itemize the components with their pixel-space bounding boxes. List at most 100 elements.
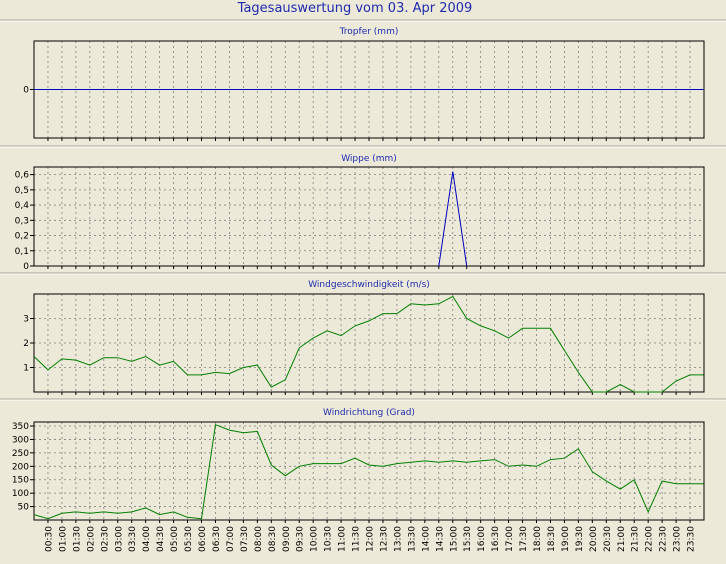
y-tick-label: 0 bbox=[23, 86, 29, 96]
x-tick-label: 10:00 bbox=[310, 526, 320, 552]
data-point bbox=[354, 458, 355, 459]
x-tick-label: 14:00 bbox=[421, 526, 431, 552]
data-point bbox=[47, 518, 48, 519]
x-tick-label: 07:30 bbox=[240, 526, 250, 552]
x-tick-label: 20:00 bbox=[589, 526, 599, 552]
data-point bbox=[522, 328, 523, 329]
data-point bbox=[676, 380, 677, 381]
x-tick-label: 06:00 bbox=[198, 526, 208, 552]
data-point bbox=[368, 320, 369, 321]
data-point bbox=[271, 387, 272, 388]
y-tick-label: 0,6 bbox=[15, 171, 30, 181]
x-tick-label: 02:30 bbox=[100, 526, 110, 552]
data-point bbox=[117, 357, 118, 358]
data-point bbox=[313, 463, 314, 464]
y-tick-label: 0,3 bbox=[15, 216, 29, 226]
x-tick-label: 04:30 bbox=[156, 526, 166, 552]
y-tick-label: 0,1 bbox=[15, 247, 29, 257]
x-tick-label: 03:00 bbox=[114, 526, 124, 552]
x-tick-label: 10:30 bbox=[324, 526, 334, 552]
y-tick-label: 300 bbox=[12, 435, 29, 445]
chart-title: Windrichtung (Grad) bbox=[323, 408, 415, 418]
y-tick-label: 0,5 bbox=[15, 186, 29, 196]
data-point bbox=[327, 463, 328, 464]
x-tick-label: 17:00 bbox=[505, 526, 515, 552]
data-point bbox=[201, 374, 202, 375]
data-point bbox=[299, 347, 300, 348]
x-tick-label: 04:00 bbox=[142, 526, 152, 552]
data-point bbox=[620, 384, 621, 385]
x-tick-label: 01:00 bbox=[58, 526, 68, 552]
x-tick-label: 05:30 bbox=[184, 526, 194, 552]
data-point bbox=[341, 335, 342, 336]
y-tick-label: 3 bbox=[23, 315, 29, 325]
x-tick-label: 00:30 bbox=[45, 526, 55, 552]
data-point bbox=[466, 318, 467, 319]
data-point bbox=[606, 481, 607, 482]
data-point bbox=[187, 517, 188, 518]
y-tick-label: 350 bbox=[12, 422, 29, 432]
x-tick-label: 12:30 bbox=[380, 526, 390, 552]
data-point bbox=[75, 511, 76, 512]
page-title: Tagesauswertung vom 03. Apr 2009 bbox=[237, 1, 473, 16]
data-point bbox=[508, 338, 509, 339]
data-point bbox=[703, 374, 704, 375]
x-tick-label: 20:30 bbox=[603, 526, 613, 552]
data-point bbox=[215, 424, 216, 425]
data-point bbox=[299, 466, 300, 467]
data-point bbox=[187, 374, 188, 375]
x-tick-label: 15:30 bbox=[463, 526, 473, 552]
data-point bbox=[438, 462, 439, 463]
data-point bbox=[564, 350, 565, 351]
data-point bbox=[578, 448, 579, 449]
data-point bbox=[480, 325, 481, 326]
data-point bbox=[703, 89, 704, 90]
data-point bbox=[285, 379, 286, 380]
chart-panel-1: Tropfer (mm) 0 bbox=[0, 19, 726, 141]
data-point bbox=[564, 458, 565, 459]
series-line bbox=[33, 295, 704, 393]
x-tick-label: 07:00 bbox=[226, 526, 236, 552]
y-tick-label: 200 bbox=[12, 462, 29, 472]
data-point bbox=[592, 471, 593, 472]
x-tick-label: 06:30 bbox=[212, 526, 222, 552]
x-tick-label: 16:30 bbox=[491, 526, 501, 552]
data-point bbox=[396, 463, 397, 464]
x-tick-label: 03:30 bbox=[128, 526, 138, 552]
chart-panel-2: Wippe (mm) 0,6 0,5 0,4 0,3 0,2 0,1 0 bbox=[0, 145, 726, 272]
data-point bbox=[536, 328, 537, 329]
data-point bbox=[494, 459, 495, 460]
x-tick-label: 09:30 bbox=[296, 526, 306, 552]
x-tick-label: 15:00 bbox=[449, 526, 459, 552]
x-tick-label: 08:00 bbox=[254, 526, 264, 552]
data-point bbox=[662, 391, 663, 392]
data-point bbox=[173, 511, 174, 512]
x-tick-label: 22:30 bbox=[659, 526, 669, 552]
data-point bbox=[243, 367, 244, 368]
y-tick-label: 100 bbox=[12, 489, 29, 499]
data-point bbox=[131, 361, 132, 362]
data-point bbox=[396, 313, 397, 314]
data-point bbox=[354, 325, 355, 326]
x-tick-label: 08:30 bbox=[268, 526, 278, 552]
x-tick-label: 21:00 bbox=[617, 526, 627, 552]
data-point bbox=[201, 518, 202, 519]
x-tick-label: 21:30 bbox=[631, 526, 641, 552]
chart-panel-3: Windgeschwindigkeit (m/s) 3 2 1 bbox=[0, 272, 726, 395]
data-point bbox=[382, 313, 383, 314]
data-point bbox=[466, 462, 467, 463]
x-tick-label: 02:00 bbox=[86, 526, 96, 552]
data-point bbox=[578, 372, 579, 373]
x-tick-label: 11:30 bbox=[352, 526, 362, 552]
data-point bbox=[438, 265, 439, 266]
series-line bbox=[438, 171, 468, 267]
data-point bbox=[452, 171, 453, 172]
data-point bbox=[103, 357, 104, 358]
data-point bbox=[466, 265, 467, 266]
y-tick-label: 0,2 bbox=[15, 232, 29, 242]
data-point bbox=[47, 369, 48, 370]
data-point bbox=[243, 432, 244, 433]
data-point bbox=[131, 511, 132, 512]
